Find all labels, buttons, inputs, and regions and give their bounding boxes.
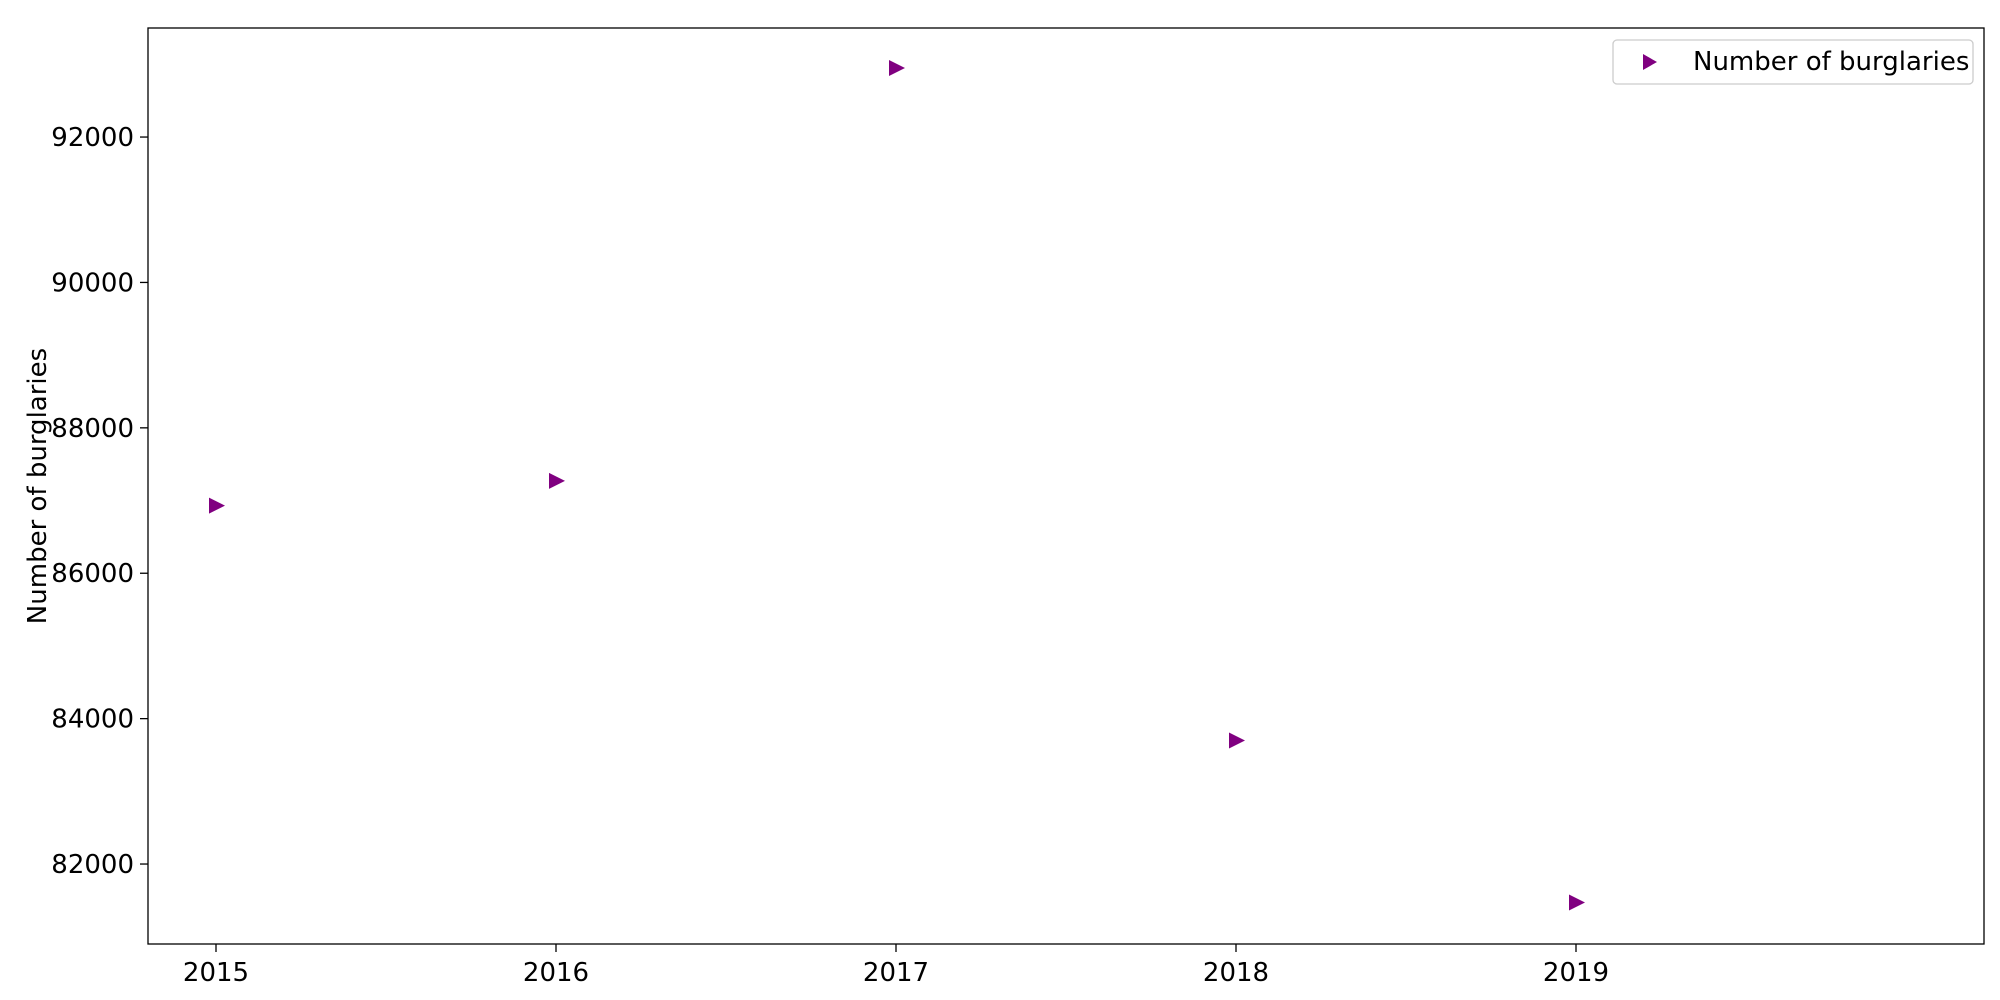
data-point-marker — [549, 472, 565, 489]
y-tick-label: 92000 — [51, 123, 134, 153]
legend-marker-icon — [1643, 54, 1657, 70]
x-axis-ticks: 2015 2016 2017 2018 2019 — [183, 944, 1609, 988]
y-tick-label: 86000 — [51, 559, 134, 589]
y-tick-label: 82000 — [51, 850, 134, 880]
y-tick-label: 84000 — [51, 705, 134, 735]
y-axis-ticks: 82000 84000 86000 88000 90000 92000 — [51, 123, 148, 880]
legend-label: Number of burglaries — [1693, 47, 1969, 77]
x-tick-label: 2019 — [1543, 958, 1609, 988]
legend-box — [1612, 39, 1974, 85]
data-markers — [209, 59, 1585, 911]
x-tick-label: 2016 — [523, 958, 589, 988]
y-tick-label: 90000 — [51, 268, 134, 298]
data-point-marker — [209, 497, 225, 514]
legend: Number of burglaries — [1612, 39, 1974, 85]
data-point-marker — [889, 59, 905, 76]
data-point-marker — [1569, 894, 1585, 911]
y-axis-label: Number of burglaries — [23, 348, 53, 624]
x-tick-label: 2015 — [183, 958, 249, 988]
plot-area — [147, 27, 1985, 945]
x-tick-label: 2017 — [863, 958, 929, 988]
x-tick-label: 2018 — [1203, 958, 1269, 988]
data-point-marker — [1229, 732, 1245, 749]
y-tick-label: 88000 — [51, 414, 134, 444]
